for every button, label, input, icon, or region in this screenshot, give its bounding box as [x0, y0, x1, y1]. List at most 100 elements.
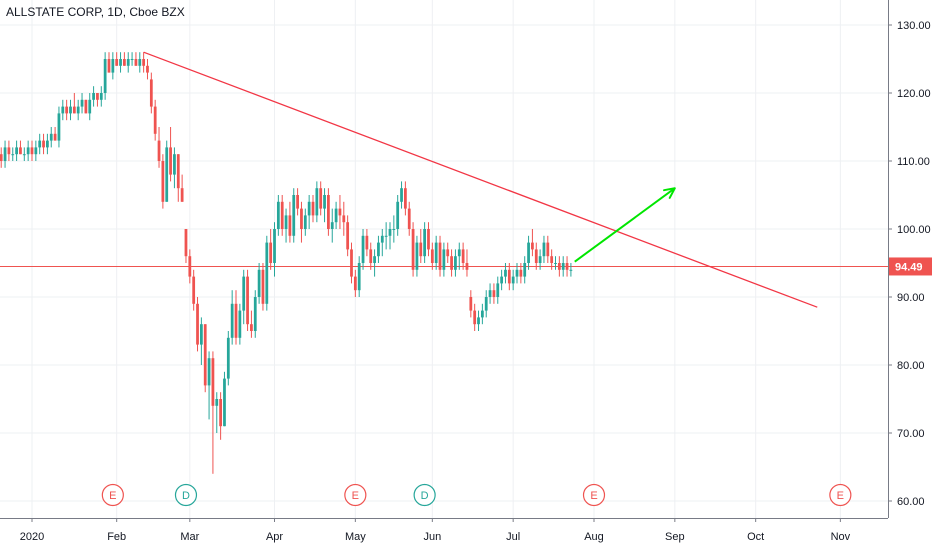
- candle[interactable]: [365, 229, 369, 257]
- candle[interactable]: [565, 256, 569, 277]
- candle[interactable]: [400, 181, 403, 209]
- candle[interactable]: [330, 208, 334, 243]
- candle[interactable]: [22, 147, 26, 161]
- event-marker[interactable]: D: [413, 483, 436, 507]
- candle[interactable]: [527, 235, 530, 270]
- candle[interactable]: [473, 303, 477, 331]
- candle[interactable]: [415, 235, 419, 277]
- candle[interactable]: [342, 201, 346, 236]
- candle[interactable]: [57, 106, 61, 148]
- candle[interactable]: [303, 208, 307, 236]
- candle[interactable]: [257, 263, 261, 304]
- candle[interactable]: [184, 229, 188, 263]
- candle[interactable]: [457, 242, 461, 270]
- candle[interactable]: [569, 263, 573, 277]
- candle[interactable]: [561, 256, 565, 277]
- candle[interactable]: [434, 235, 438, 270]
- candle[interactable]: [219, 392, 223, 440]
- candle[interactable]: [323, 188, 326, 223]
- candle[interactable]: [338, 195, 342, 229]
- candle[interactable]: [161, 154, 165, 209]
- candle[interactable]: [519, 263, 523, 284]
- candle[interactable]: [169, 127, 172, 182]
- candle[interactable]: [423, 222, 427, 263]
- candle[interactable]: [126, 52, 130, 73]
- candle[interactable]: [265, 235, 269, 311]
- candle[interactable]: [515, 263, 519, 284]
- candle[interactable]: [403, 181, 407, 216]
- candle[interactable]: [353, 269, 357, 297]
- candle[interactable]: [384, 222, 388, 250]
- candle[interactable]: [130, 52, 134, 66]
- candle[interactable]: [250, 310, 253, 338]
- candle[interactable]: [557, 256, 561, 277]
- candle[interactable]: [188, 249, 192, 284]
- candle[interactable]: [446, 242, 450, 263]
- candle[interactable]: [511, 269, 515, 291]
- candle[interactable]: [496, 276, 500, 304]
- candle[interactable]: [534, 242, 538, 270]
- candle[interactable]: [388, 222, 392, 250]
- candle[interactable]: [238, 303, 242, 345]
- candle[interactable]: [157, 127, 161, 168]
- candle[interactable]: [180, 174, 184, 202]
- candle[interactable]: [234, 290, 238, 345]
- candle[interactable]: [253, 290, 257, 338]
- candle[interactable]: [288, 201, 292, 243]
- candle[interactable]: [284, 208, 288, 243]
- candle[interactable]: [377, 235, 380, 263]
- candle[interactable]: [300, 201, 303, 243]
- candle[interactable]: [173, 147, 176, 189]
- candle[interactable]: [3, 140, 7, 168]
- candle[interactable]: [199, 317, 203, 365]
- candle[interactable]: [92, 86, 95, 107]
- candle[interactable]: [477, 310, 480, 331]
- candle[interactable]: [546, 235, 550, 263]
- candle[interactable]: [230, 290, 234, 345]
- candle[interactable]: [111, 52, 115, 80]
- candle[interactable]: [69, 99, 72, 121]
- candle[interactable]: [46, 133, 49, 155]
- candle[interactable]: [280, 195, 284, 236]
- candle[interactable]: [215, 392, 219, 433]
- candle[interactable]: [76, 99, 80, 121]
- candle[interactable]: [500, 269, 504, 291]
- candle[interactable]: [538, 249, 542, 270]
- trendline[interactable]: [143, 51, 818, 308]
- candle[interactable]: [96, 93, 99, 107]
- candle[interactable]: [311, 195, 315, 223]
- candle[interactable]: [242, 269, 246, 325]
- candle[interactable]: [107, 52, 111, 73]
- candle[interactable]: [146, 59, 149, 80]
- candle[interactable]: [319, 181, 323, 216]
- candle[interactable]: [30, 140, 34, 161]
- candle[interactable]: [484, 290, 488, 318]
- event-marker[interactable]: E: [101, 483, 124, 507]
- candle[interactable]: [192, 269, 196, 311]
- arrow-annotation[interactable]: [574, 187, 676, 263]
- candle[interactable]: [430, 242, 434, 270]
- candle[interactable]: [88, 93, 92, 121]
- candle[interactable]: [419, 229, 423, 263]
- candle[interactable]: [42, 133, 45, 155]
- candle[interactable]: [492, 283, 496, 304]
- candle[interactable]: [138, 52, 142, 73]
- candle[interactable]: [0, 147, 3, 168]
- candle[interactable]: [296, 188, 299, 216]
- candle[interactable]: [357, 256, 361, 297]
- candle[interactable]: [176, 154, 180, 202]
- candle[interactable]: [480, 303, 484, 325]
- candle[interactable]: [261, 263, 265, 311]
- candle[interactable]: [207, 351, 211, 420]
- candle[interactable]: [165, 140, 169, 202]
- event-marker[interactable]: D: [174, 483, 198, 507]
- candle[interactable]: [122, 52, 126, 66]
- candle[interactable]: [99, 86, 103, 107]
- candle[interactable]: [411, 222, 415, 277]
- candle[interactable]: [7, 140, 11, 161]
- candle[interactable]: [273, 222, 276, 277]
- candle[interactable]: [531, 229, 534, 257]
- candle[interactable]: [350, 242, 353, 284]
- candle[interactable]: [80, 93, 84, 114]
